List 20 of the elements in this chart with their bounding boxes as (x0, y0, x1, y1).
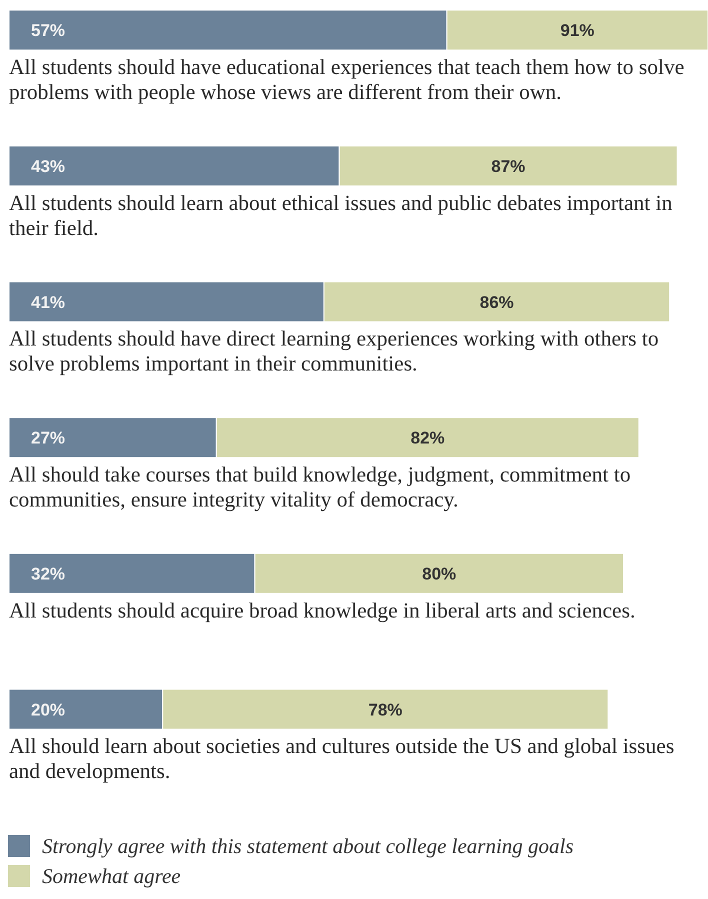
data-label: 41% (31, 292, 66, 312)
data-label: 27% (31, 428, 66, 448)
legend-label: Strongly agree with this statement about college learning goals (42, 834, 574, 858)
y-tick-label: All should learn about societies and cultures outside the US and global issues and developments. (9, 734, 674, 784)
data-label: 43% (31, 156, 66, 176)
total-label: 86% (480, 292, 514, 312)
legend-label: Somewhat agree (42, 864, 181, 888)
total-label: 91% (560, 21, 594, 40)
data-label: 20% (31, 700, 66, 720)
total-label: 78% (368, 700, 402, 720)
total-label: 82% (410, 428, 445, 448)
data-label: 57% (31, 21, 66, 40)
y-tick-label: All students should learn about ethical issues and public debates important in their field. (9, 190, 673, 240)
data-label: 32% (31, 564, 66, 584)
y-tick-label: All students should have direct learning experiences working with others to solve problems important in their communities. (9, 326, 659, 376)
y-tick-label: All students should have educational experiences that teach them how to solve problems with people whose views are different from their own. (9, 55, 684, 104)
total-label: 87% (491, 156, 526, 176)
y-tick-label: All students should acquire broad knowledge in liberal arts and sciences. (9, 598, 636, 622)
total-label: 80% (422, 564, 456, 584)
y-tick-label: All should take courses that build knowledge, judgment, commitment to communities, ensure integrity vitality of democracy. (9, 462, 631, 512)
